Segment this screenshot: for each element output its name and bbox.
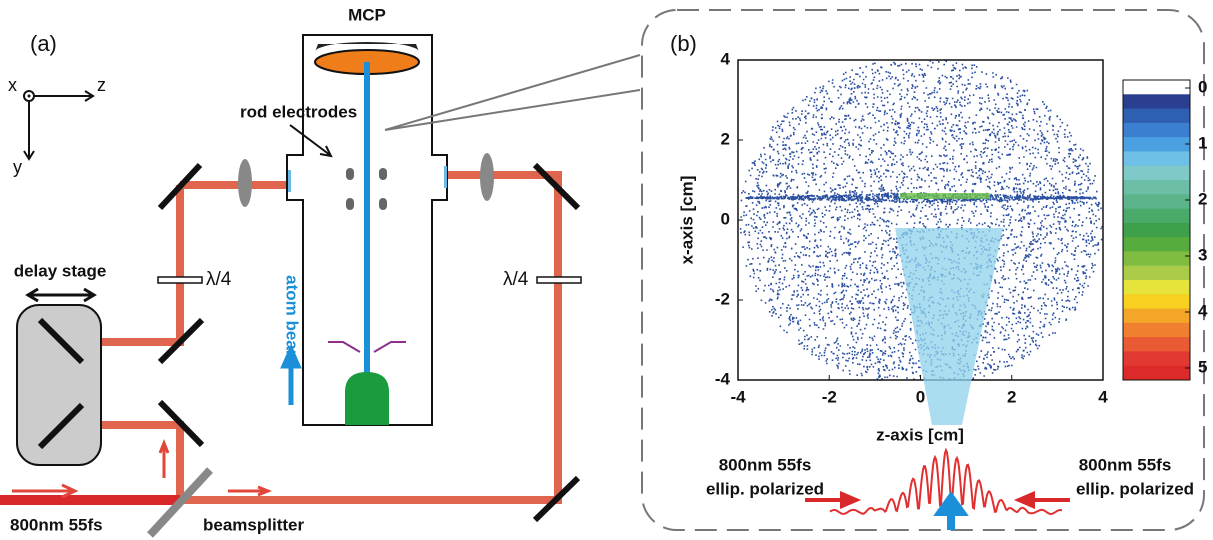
colorbar <box>1122 79 1191 381</box>
zoom-lines <box>384 54 641 131</box>
rod <box>346 198 354 210</box>
input-label: 800nm 55fs <box>10 515 103 534</box>
axis-y: y <box>13 157 22 177</box>
lens <box>480 153 494 201</box>
x-tick-label: -4 <box>730 387 746 406</box>
rod <box>346 168 354 180</box>
scatter-dots <box>739 60 1103 380</box>
panel-b-frame <box>641 9 1205 531</box>
colorbar-cell <box>1123 208 1190 224</box>
mirror <box>37 317 85 365</box>
skimmer <box>328 341 406 353</box>
waveplate-label: λ/4 <box>206 269 232 290</box>
mcp-label: MCP <box>348 5 386 24</box>
colorbar-label: 2 <box>1198 189 1207 208</box>
colorbar-label: 3 <box>1198 245 1207 264</box>
waveplate-label: λ/4 <box>503 269 529 290</box>
colorbar-cell <box>1123 322 1190 338</box>
delay-label: delay stage <box>14 261 107 280</box>
colorbar-cell <box>1123 308 1190 324</box>
atom-beam-arrow <box>280 343 302 405</box>
colorbar-cell <box>1123 222 1190 238</box>
x-axis-label: z-axis [cm] <box>876 425 964 444</box>
colorbar-cell <box>1123 365 1190 381</box>
colorbar-cell <box>1123 251 1190 267</box>
hot-band <box>900 193 990 199</box>
colorbar-cell <box>1123 294 1190 310</box>
lens <box>238 159 252 207</box>
x-tick-label: 4 <box>1098 387 1108 406</box>
rod-label: rod electrodes <box>240 102 357 121</box>
colorbar-cell <box>1123 151 1190 167</box>
delay-arrow <box>25 287 97 303</box>
waveplate <box>536 276 582 284</box>
axis-origin-dot <box>27 94 31 98</box>
axis-z: z <box>97 75 106 95</box>
scatter <box>739 60 1103 380</box>
beam-label: 800nm 55fs <box>1079 455 1172 474</box>
waveplate <box>157 276 203 284</box>
colorbar-label: 4 <box>1198 301 1208 320</box>
beam-label: ellip. polarized <box>1076 479 1194 498</box>
mirror <box>532 475 581 523</box>
colorbar-cell <box>1123 180 1190 195</box>
y-tick-label: 0 <box>721 209 730 228</box>
panel-label: (a) <box>30 31 57 56</box>
rod-arrow <box>289 124 333 158</box>
colorbar-cell <box>1123 165 1190 181</box>
y-axis-label: x-axis [cm] <box>677 176 696 265</box>
y-tick-label: -2 <box>715 289 730 308</box>
mcp-rim <box>315 42 419 52</box>
pulse <box>829 447 1063 516</box>
colorbar-cell <box>1123 351 1190 367</box>
colorbar-cell <box>1123 122 1190 138</box>
nozzle <box>345 372 389 425</box>
colorbar-cell <box>1123 108 1190 124</box>
colorbar-cell <box>1123 137 1190 152</box>
mirror <box>157 162 203 211</box>
window <box>444 166 447 188</box>
x-tick-label: 2 <box>1007 387 1016 406</box>
window <box>288 170 291 192</box>
mirror <box>532 162 581 211</box>
beam-label: 800nm 55fs <box>719 455 812 474</box>
axis-arrows <box>23 90 95 161</box>
colorbar-frame <box>1122 79 1191 381</box>
beamsplitter <box>147 467 213 538</box>
rod <box>379 168 387 180</box>
laser-cone <box>895 228 1003 425</box>
delay-stage <box>16 304 102 466</box>
mirror <box>157 317 205 365</box>
colorbar-cell <box>1123 337 1190 352</box>
atom-beam-label: atom beam <box>283 275 302 365</box>
panel-label: (b) <box>670 31 697 56</box>
beam-label: ellip. polarized <box>706 479 824 498</box>
axis-x: x <box>8 75 17 95</box>
colorbar-cell <box>1123 94 1190 110</box>
rod <box>379 198 387 210</box>
y-tick-label: 4 <box>721 49 731 68</box>
colorbar-cell <box>1123 80 1190 95</box>
colorbar-label: 5 <box>1198 357 1207 376</box>
colorbar-cell <box>1123 280 1190 295</box>
colorbar-cell <box>1123 237 1190 252</box>
colorbar-label: 0 <box>1198 77 1207 96</box>
pulse-arrows <box>805 490 1070 510</box>
y-tick-label: 2 <box>721 129 730 148</box>
colorbar-cell <box>1123 194 1190 210</box>
beamsplitter-label: beamsplitter <box>203 515 304 534</box>
mirror <box>37 402 85 450</box>
y-tick-label: -4 <box>715 369 731 388</box>
mirror <box>157 399 205 448</box>
x-tick-label: -2 <box>822 387 837 406</box>
detector-arrow <box>933 491 969 530</box>
beam-arrows <box>12 438 273 499</box>
x-tick-label: 0 <box>916 387 925 406</box>
colorbar-label: 1 <box>1198 133 1207 152</box>
colorbar-cell <box>1123 265 1190 281</box>
